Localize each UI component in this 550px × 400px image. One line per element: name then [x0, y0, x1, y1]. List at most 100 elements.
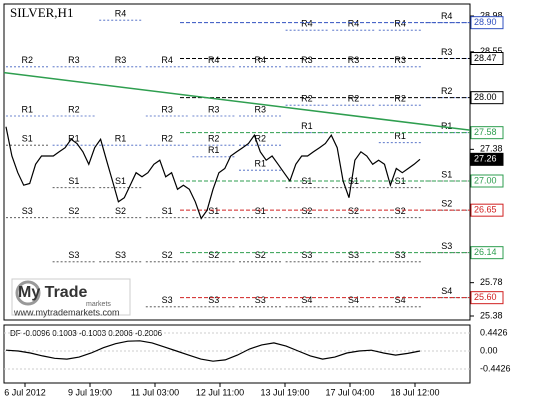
price-level-label: 26.65 [474, 205, 497, 215]
indicator-panel [3, 324, 471, 384]
pivot-label: R1 [22, 104, 34, 114]
pivot-label: R3 [68, 55, 80, 65]
logo-tag: markets [86, 301, 111, 308]
price-level-label: 28.00 [474, 92, 497, 102]
pivot-label: S3 [162, 295, 173, 305]
pivot-label: R4 [301, 19, 313, 29]
pivot-label: S3 [441, 241, 452, 251]
pivot-label: R1 [394, 131, 406, 141]
indicator-tick-label: -0.4426 [480, 363, 511, 373]
pivot-label: S3 [68, 250, 79, 260]
pivot-label: S2 [162, 250, 173, 260]
pivot-label: S3 [115, 250, 126, 260]
pivot-label: R1 [255, 159, 267, 169]
price-level-box [470, 52, 504, 65]
y-tick-label: 25.78 [480, 277, 503, 287]
pivot-label: S4 [395, 295, 406, 305]
indicator-label: DF -0.0096 0.1003 -0.1003 0.2006 -0.2006 [10, 329, 163, 338]
pivot-label: S2 [208, 250, 219, 260]
y-tick-label: 28.98 [480, 10, 503, 20]
logo-url: www.mytrademarkets.com [13, 307, 120, 317]
pivot-label: S1 [395, 176, 406, 186]
pivot-label: S2 [441, 199, 452, 209]
pivot-label: S3 [208, 295, 219, 305]
pivot-label: S2 [68, 206, 79, 216]
x-tick-label: 17 Jul 04:00 [325, 387, 374, 397]
pivot-label: R4 [255, 55, 267, 65]
pivot-label: S1 [208, 206, 219, 216]
pivot-label: S2 [395, 206, 406, 216]
pivot-label: S1 [162, 206, 173, 216]
pivot-label: R1 [68, 134, 80, 144]
pivot-label: R3 [208, 104, 220, 114]
x-tick-label: 6 Jul 2012 [4, 387, 46, 397]
y-tick-label: 25.38 [480, 310, 503, 320]
x-tick-label: 12 Jul 11:00 [196, 387, 244, 397]
pivot-label: R4 [348, 19, 360, 29]
indicator-line [5, 340, 421, 362]
price-level-box [470, 174, 504, 188]
pivot-label: S1 [22, 134, 33, 144]
price-level-label: 27.00 [474, 175, 497, 185]
x-tick-label: 11 Jul 03:00 [131, 387, 179, 397]
pivot-label: S3 [255, 295, 266, 305]
y-tick-label: 27.38 [480, 144, 503, 154]
pivot-label: R2 [348, 94, 360, 104]
x-tick-label: 18 Jul 12:00 [390, 387, 439, 397]
pivot-label: S4 [348, 295, 359, 305]
x-tick-label: 9 Jul 19:00 [68, 387, 112, 397]
pivot-label: R3 [348, 55, 360, 65]
pivot-label: S1 [68, 176, 79, 186]
price-level-box [470, 291, 504, 305]
price-level-box [470, 246, 504, 260]
pivot-label: R2 [208, 134, 220, 144]
pivot-label: R2 [22, 55, 34, 65]
pivot-label: R2 [255, 134, 267, 144]
pivot-label: R3 [115, 55, 127, 65]
price-level-label: 27.58 [474, 127, 497, 137]
pivot-label: S2 [301, 206, 312, 216]
price-level-label: 27.26 [474, 154, 497, 164]
pivot-label: S2 [115, 206, 126, 216]
pivot-label: R2 [394, 94, 406, 104]
pivot-label: R3 [255, 104, 267, 114]
pivot-label: R4 [115, 9, 127, 19]
logo: My Trade markets www.mytrademarkets.com [11, 278, 131, 317]
pivot-label: S3 [395, 250, 406, 260]
logo-box [11, 278, 131, 316]
x-tick-label: 13 Jul 19:00 [260, 387, 309, 397]
indicator-tick-label: 0.00 [480, 345, 498, 355]
pivot-label: S4 [441, 286, 452, 296]
pivot-label: S3 [301, 250, 312, 260]
price-level-box [470, 152, 504, 166]
pivot-label: S4 [301, 295, 312, 305]
trendline [3, 71, 471, 131]
pivot-label: S1 [255, 206, 266, 216]
pivot-label: R1 [208, 145, 220, 155]
pivot-label: R1 [441, 121, 453, 131]
pivot-label: S3 [22, 206, 33, 216]
main-panel [3, 3, 471, 321]
pivot-label: R4 [208, 55, 220, 65]
pivot-label: R2 [301, 94, 313, 104]
pivot-label: R4 [161, 55, 173, 65]
price-level-label: 25.60 [474, 292, 497, 302]
pivot-label: S2 [348, 206, 359, 216]
price-level-box [470, 91, 504, 105]
pivot-label: R1 [301, 121, 313, 131]
indicator-tick-label: 0.4426 [480, 327, 508, 337]
chart-title: SILVER,H1 [10, 5, 73, 20]
pivot-label: R3 [441, 47, 453, 57]
y-tick-label: 28.55 [480, 46, 503, 56]
price-line [5, 126, 421, 220]
pivot-label: R3 [394, 55, 406, 65]
price-level-label: 28.47 [474, 53, 497, 63]
price-level-box [470, 126, 504, 140]
pivot-label: S1 [115, 176, 126, 186]
pivot-label: R4 [441, 11, 453, 21]
logo-icon [15, 280, 41, 306]
pivot-label: S3 [348, 250, 359, 260]
pivot-label: S1 [441, 169, 452, 179]
pivot-label: S2 [255, 250, 266, 260]
